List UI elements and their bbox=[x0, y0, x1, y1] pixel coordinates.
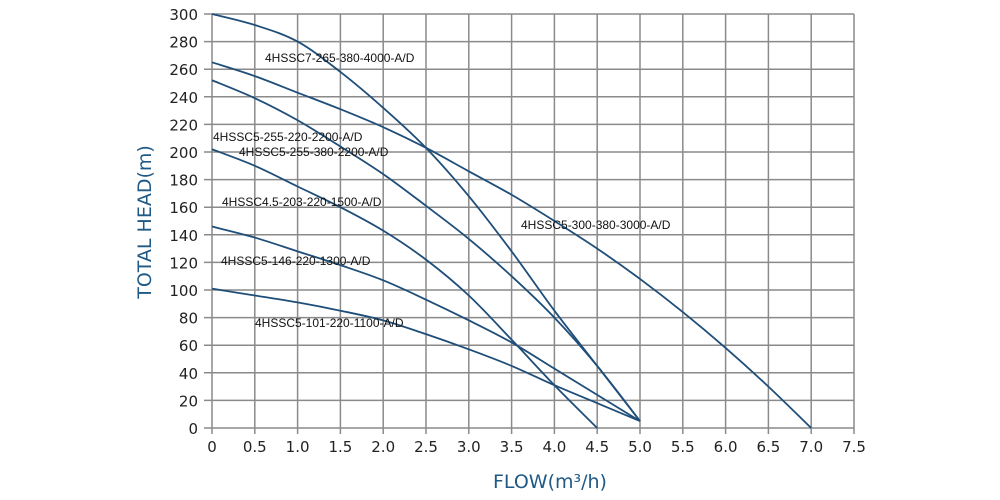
y-tick-label: 300 bbox=[169, 6, 198, 24]
y-tick-label: 180 bbox=[169, 172, 198, 190]
x-tick-label: 3.5 bbox=[500, 438, 524, 456]
x-tick-label: 1.5 bbox=[328, 438, 352, 456]
x-tick-label: 0 bbox=[207, 438, 217, 456]
x-tick-label: 7.0 bbox=[799, 438, 823, 456]
curve-label: 4HSSC4.5-203-220-1500-A/D bbox=[222, 195, 382, 209]
y-tick-label: 240 bbox=[169, 89, 198, 107]
series-line bbox=[211, 287, 641, 422]
series-line bbox=[211, 61, 812, 429]
tick-labels: 0 0.5 1.0 1.5 2.0 2.5 3.0 3.5 4.0 4.5 5.0 5.5 6.0 6.5… bbox=[169, 6, 866, 456]
y-tick-label: 140 bbox=[169, 227, 198, 245]
curve-label: 4HSSC7-265-380-4000-A/D bbox=[265, 51, 415, 65]
grid bbox=[204, 13, 855, 434]
x-tick-label: 6.0 bbox=[714, 438, 738, 456]
y-tick-label: 120 bbox=[169, 254, 198, 272]
y-axis-title: TOTAL HEAD(m) bbox=[134, 145, 156, 300]
x-tick-label: 4.5 bbox=[585, 438, 609, 456]
x-axis-title: FLOW(m³/h) bbox=[493, 471, 607, 493]
y-tick-label: 200 bbox=[169, 144, 198, 162]
x-tick-label: 3.0 bbox=[457, 438, 481, 456]
series-line bbox=[211, 13, 641, 422]
y-tick-label: 280 bbox=[169, 34, 198, 52]
curve-labels: 4HSSC7-265-380-4000-A/D 4HSSC5-255-220-22… bbox=[213, 51, 671, 330]
x-tick-label: 7.5 bbox=[842, 438, 866, 456]
x-tick-label: 2.0 bbox=[371, 438, 395, 456]
x-tick-label: 6.5 bbox=[756, 438, 780, 456]
x-tick-label: 5.5 bbox=[671, 438, 695, 456]
series-lines bbox=[211, 13, 812, 429]
series-line bbox=[211, 79, 641, 422]
y-tick-label: 40 bbox=[179, 365, 198, 383]
x-tick-label: 0.5 bbox=[243, 438, 267, 456]
curve-label: 4HSSC5-255-380-2200-A/D bbox=[239, 145, 389, 159]
x-tick-label: 4.0 bbox=[542, 438, 566, 456]
y-tick-label: 20 bbox=[179, 392, 198, 410]
y-tick-label: 220 bbox=[169, 116, 198, 134]
curve-label: 4HSSC5-255-220-2200-A/D bbox=[213, 130, 363, 144]
curve-label: 4HSSC5-146-220-1300-A/D bbox=[221, 254, 371, 268]
y-tick-label: 60 bbox=[179, 337, 198, 355]
y-tick-label: 260 bbox=[169, 61, 198, 79]
series-line bbox=[211, 225, 641, 422]
curve-label: 4HSSC5-300-380-3000-A/D bbox=[521, 218, 671, 232]
y-tick-label: 100 bbox=[169, 282, 198, 300]
y-tick-label: 0 bbox=[188, 420, 198, 438]
x-tick-label: 5.0 bbox=[628, 438, 652, 456]
series-line bbox=[211, 148, 598, 429]
y-tick-label: 160 bbox=[169, 199, 198, 217]
x-tick-label: 1.0 bbox=[286, 438, 310, 456]
curve-label: 4HSSC5-101-220-1100-A/D bbox=[255, 316, 404, 330]
x-tick-label: 2.5 bbox=[414, 438, 438, 456]
y-tick-label: 80 bbox=[179, 310, 198, 328]
